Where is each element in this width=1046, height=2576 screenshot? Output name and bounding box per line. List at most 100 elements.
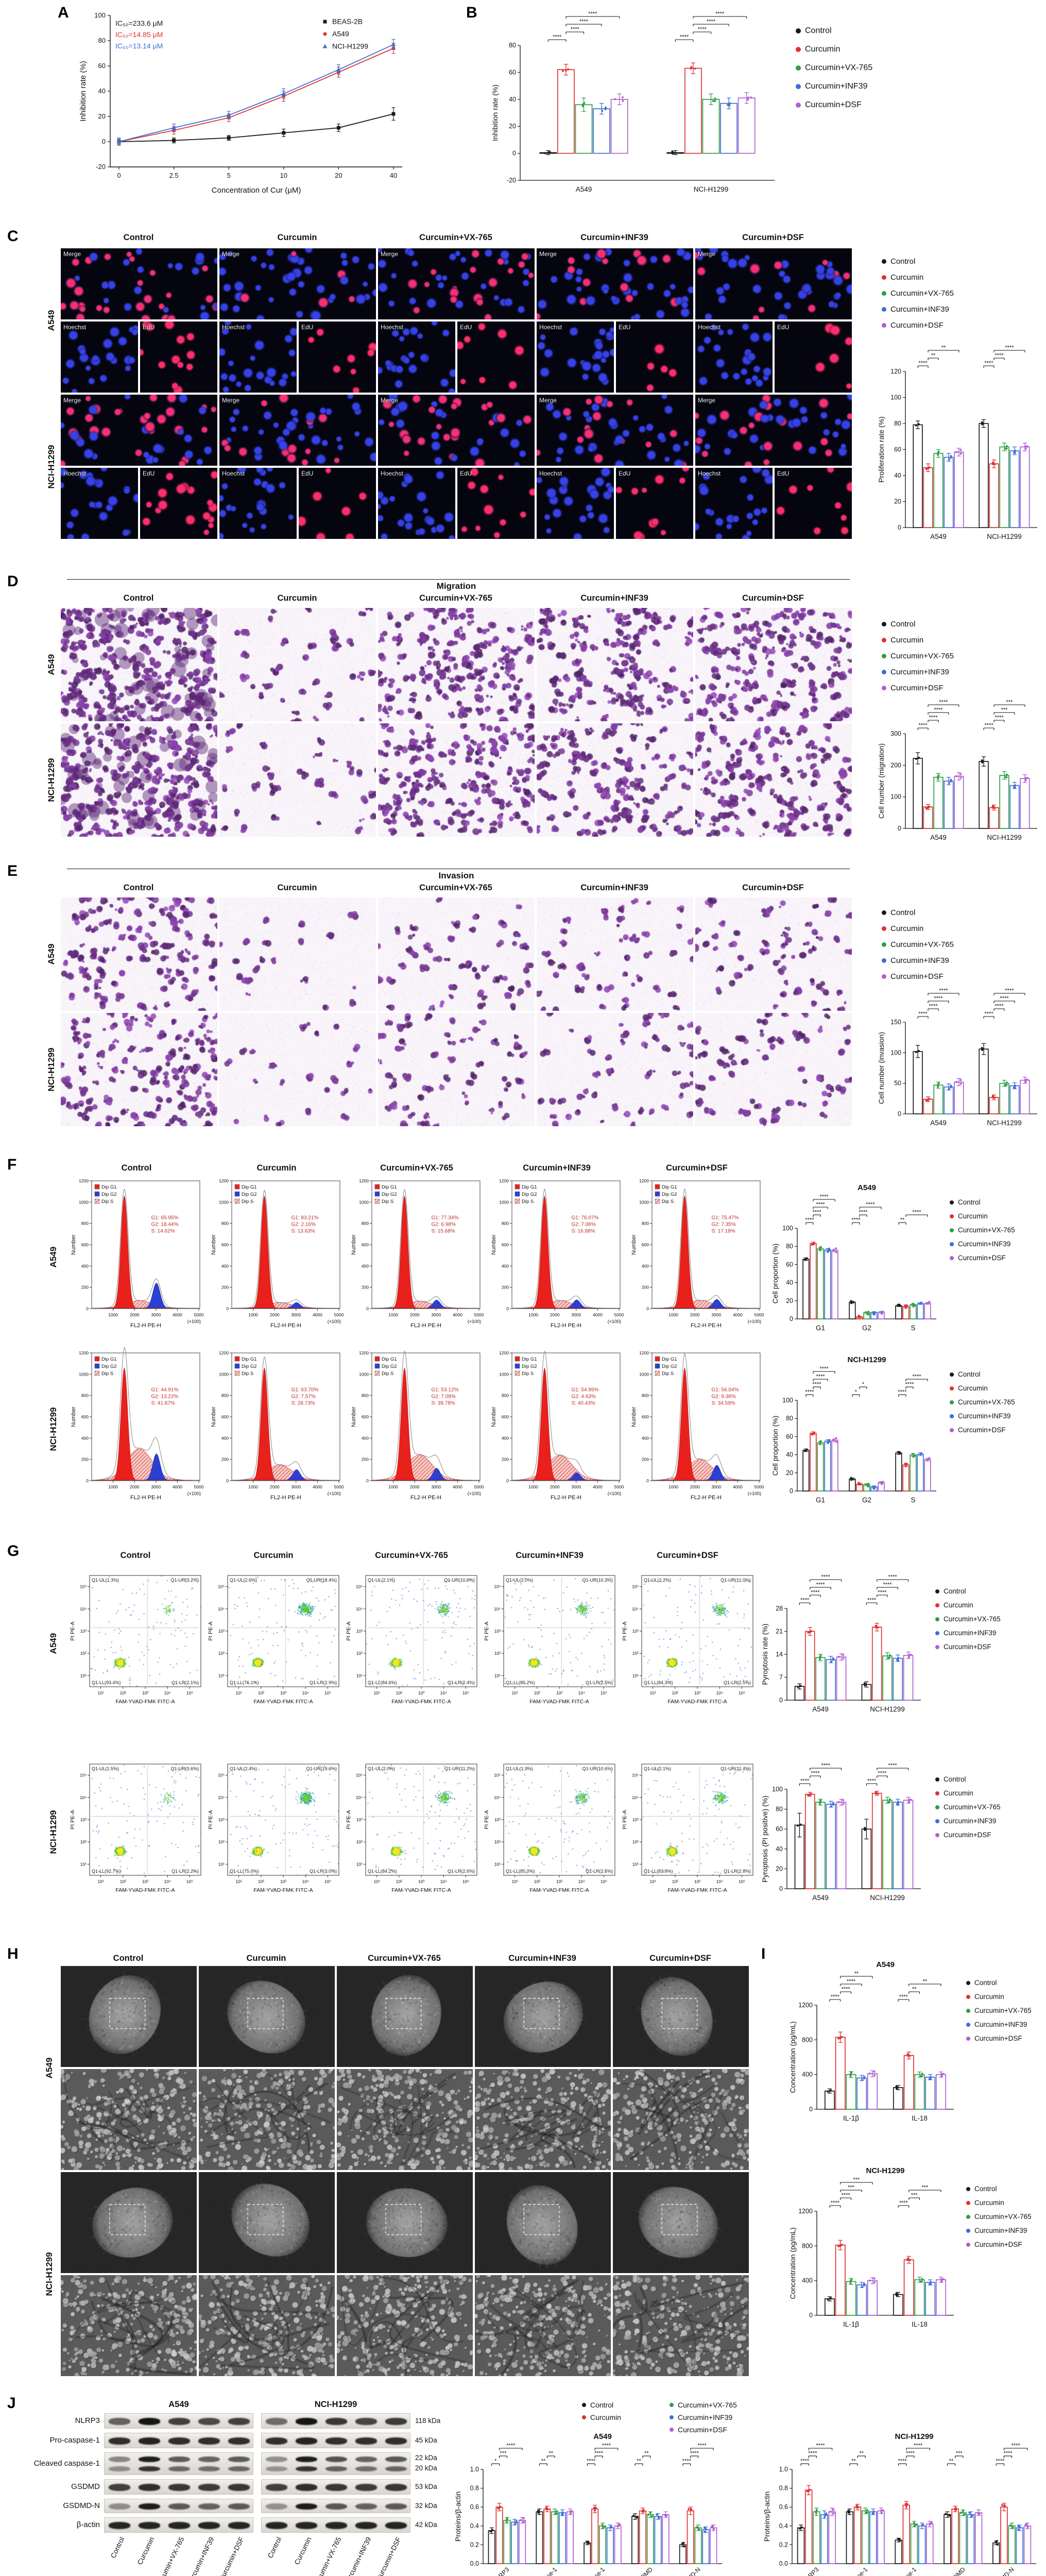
fluorescence-image-hoechst: Hoechst: [219, 321, 297, 393]
transwell-canvas: [219, 608, 376, 721]
column-header: Curcumin+VX-765: [419, 233, 492, 242]
protein-band: [198, 2466, 220, 2472]
image-channel-label: EdU: [143, 324, 155, 331]
column-header: Curcumin+DSF: [742, 233, 804, 242]
svg-text:Dip G2: Dip G2: [242, 1364, 257, 1369]
svg-text:****: ****: [898, 2458, 907, 2464]
svg-text:A549: A549: [812, 1894, 829, 1902]
protein-band: [198, 2437, 220, 2445]
svg-text:(×100): (×100): [608, 1491, 621, 1496]
svg-text:S: 16.88%: S: 16.88%: [572, 1228, 595, 1234]
flow-histogram: Dip G1 Dip G2 Dip S G1: 65.95%G2: 18.44%S: …: [71, 1178, 204, 1329]
fluorescence-image-merge: Merge: [61, 248, 217, 319]
svg-text:IL-18: IL-18: [912, 2320, 928, 2328]
legend-marker: [796, 65, 801, 71]
svg-text:21: 21: [776, 1628, 783, 1635]
legend-label: Curcumin+VX-765: [974, 2213, 1032, 2221]
svg-text:80: 80: [786, 1415, 793, 1422]
svg-text:1000: 1000: [639, 1199, 649, 1205]
sem-canvas: [613, 2172, 749, 2273]
blot-h1299-3: [261, 2479, 410, 2495]
protein-band: [385, 2503, 407, 2510]
svg-text:0.4: 0.4: [779, 2522, 788, 2530]
legend-item: Control: [966, 1976, 1032, 1990]
svg-text:1000: 1000: [108, 1484, 118, 1489]
svg-text:****: ****: [579, 19, 589, 25]
legend-item: Curcumin+VX-765: [882, 937, 954, 953]
flow-scatter-plot: [642, 1764, 753, 1875]
legend-item: Curcumin+DSF: [882, 969, 954, 985]
svg-text:(×100): (×100): [468, 1491, 481, 1496]
svg-text:10²: 10²: [356, 1839, 363, 1844]
flow-histogram: Dip G1 Dip G2 Dip S G1: 75.47%G2: 7.35%S: 1…: [631, 1178, 764, 1329]
sem-image-cell: [199, 2172, 335, 2273]
protein-band: [385, 2522, 407, 2529]
svg-text:800: 800: [502, 1393, 509, 1398]
legend-marker: [882, 670, 886, 674]
fluorescence-image-hoechst: Hoechst: [219, 468, 297, 539]
svg-text:PI PE-A: PI PE-A: [208, 1621, 214, 1640]
svg-text:****: ****: [698, 26, 707, 32]
svg-text:0: 0: [809, 2312, 813, 2319]
protein-band: [198, 2456, 220, 2463]
column-header: Curcumin: [246, 1954, 286, 1963]
svg-text:**: **: [637, 2458, 641, 2464]
svg-text:300: 300: [890, 730, 901, 737]
svg-text:Q1-LL(85.0%): Q1-LL(85.0%): [506, 1869, 535, 1874]
sem-canvas: [199, 2069, 335, 2170]
svg-text:10²: 10²: [218, 1839, 225, 1844]
svg-text:20: 20: [98, 112, 106, 120]
svg-text:****: ****: [715, 11, 725, 17]
svg-text:FL2-H PE-H: FL2-H PE-H: [551, 1323, 581, 1329]
svg-text:10¹: 10¹: [511, 1690, 518, 1696]
legend-label: Control: [890, 620, 916, 629]
svg-text:****: ****: [918, 360, 928, 366]
svg-text:2000: 2000: [130, 1484, 140, 1489]
svg-text:G1: 63.70%: G1: 63.70%: [291, 1387, 319, 1393]
legend-label: Control: [974, 2185, 997, 2193]
svg-text:S: 40.43%: S: 40.43%: [572, 1400, 595, 1406]
svg-text:FL2-H PE-H: FL2-H PE-H: [691, 1495, 722, 1501]
legend-marker: [935, 1833, 939, 1837]
svg-text:G2: 7.09%: G2: 7.09%: [432, 1394, 456, 1399]
svg-text:Dip G2: Dip G2: [101, 1192, 117, 1197]
column-header: Control: [123, 594, 154, 603]
svg-text:3000: 3000: [711, 1484, 721, 1489]
svg-text:IC₅₀=13.14 μM: IC₅₀=13.14 μM: [115, 42, 163, 50]
svg-text:4000: 4000: [313, 1312, 322, 1317]
svg-text:A549: A549: [332, 30, 349, 38]
svg-text:A549: A549: [858, 1183, 876, 1192]
svg-text:****: ****: [811, 1589, 820, 1596]
flow-histogram: Dip G1 Dip G2 Dip S G1: 83.21%G2: 2.16%S: 1…: [211, 1178, 344, 1329]
protein-band: [265, 2466, 288, 2472]
protein-band: [198, 2484, 220, 2491]
protein-band: [325, 2418, 348, 2425]
legend-marker: [935, 1791, 939, 1795]
flow-scatter-plot: [504, 1764, 615, 1875]
protein-band: [295, 2466, 318, 2472]
flow-scatter-overlay: Q1-UL(2.1%) Q1-UR(11.4%) Q1-LL(83.9%) Q1-LR…: [622, 1764, 753, 1893]
molecular-weight-label: 32 kDa: [415, 2502, 437, 2510]
svg-text:****: ****: [697, 2443, 707, 2449]
legend-label: Curcumin+DSF: [944, 1643, 991, 1651]
image-channel-label: EdU: [143, 470, 155, 477]
svg-text:Pyroptosis rate (%): Pyroptosis rate (%): [761, 1623, 769, 1685]
svg-text:G1: 75.47%: G1: 75.47%: [712, 1215, 739, 1221]
svg-text:10⁴: 10⁴: [578, 1690, 585, 1696]
svg-text:Number: Number: [491, 1234, 497, 1255]
legend-label: Control: [944, 1775, 966, 1783]
svg-text:3000: 3000: [711, 1312, 721, 1317]
flow-scatter-overlay: Q1-UL(2.6%) Q1-UR(18.4%) Q1-LL(76.1%) Q1-LR…: [208, 1575, 339, 1705]
svg-text:600: 600: [642, 1242, 649, 1247]
fluorescence-image-hoechst: Hoechst: [537, 321, 614, 393]
transwell-canvas: [378, 608, 535, 721]
legend-label: Curcumin+INF39: [974, 2021, 1027, 2028]
svg-text:40: 40: [894, 472, 901, 479]
svg-text:100: 100: [890, 793, 901, 801]
svg-text:(×100): (×100): [187, 1319, 201, 1324]
svg-text:100: 100: [94, 11, 106, 19]
sem-canvas: [337, 2172, 473, 2273]
svg-text:40: 40: [509, 96, 516, 103]
svg-text:GSDMD: GSDMD: [632, 2566, 654, 2576]
cell-line-label: NCI-H1299: [48, 1810, 58, 1854]
